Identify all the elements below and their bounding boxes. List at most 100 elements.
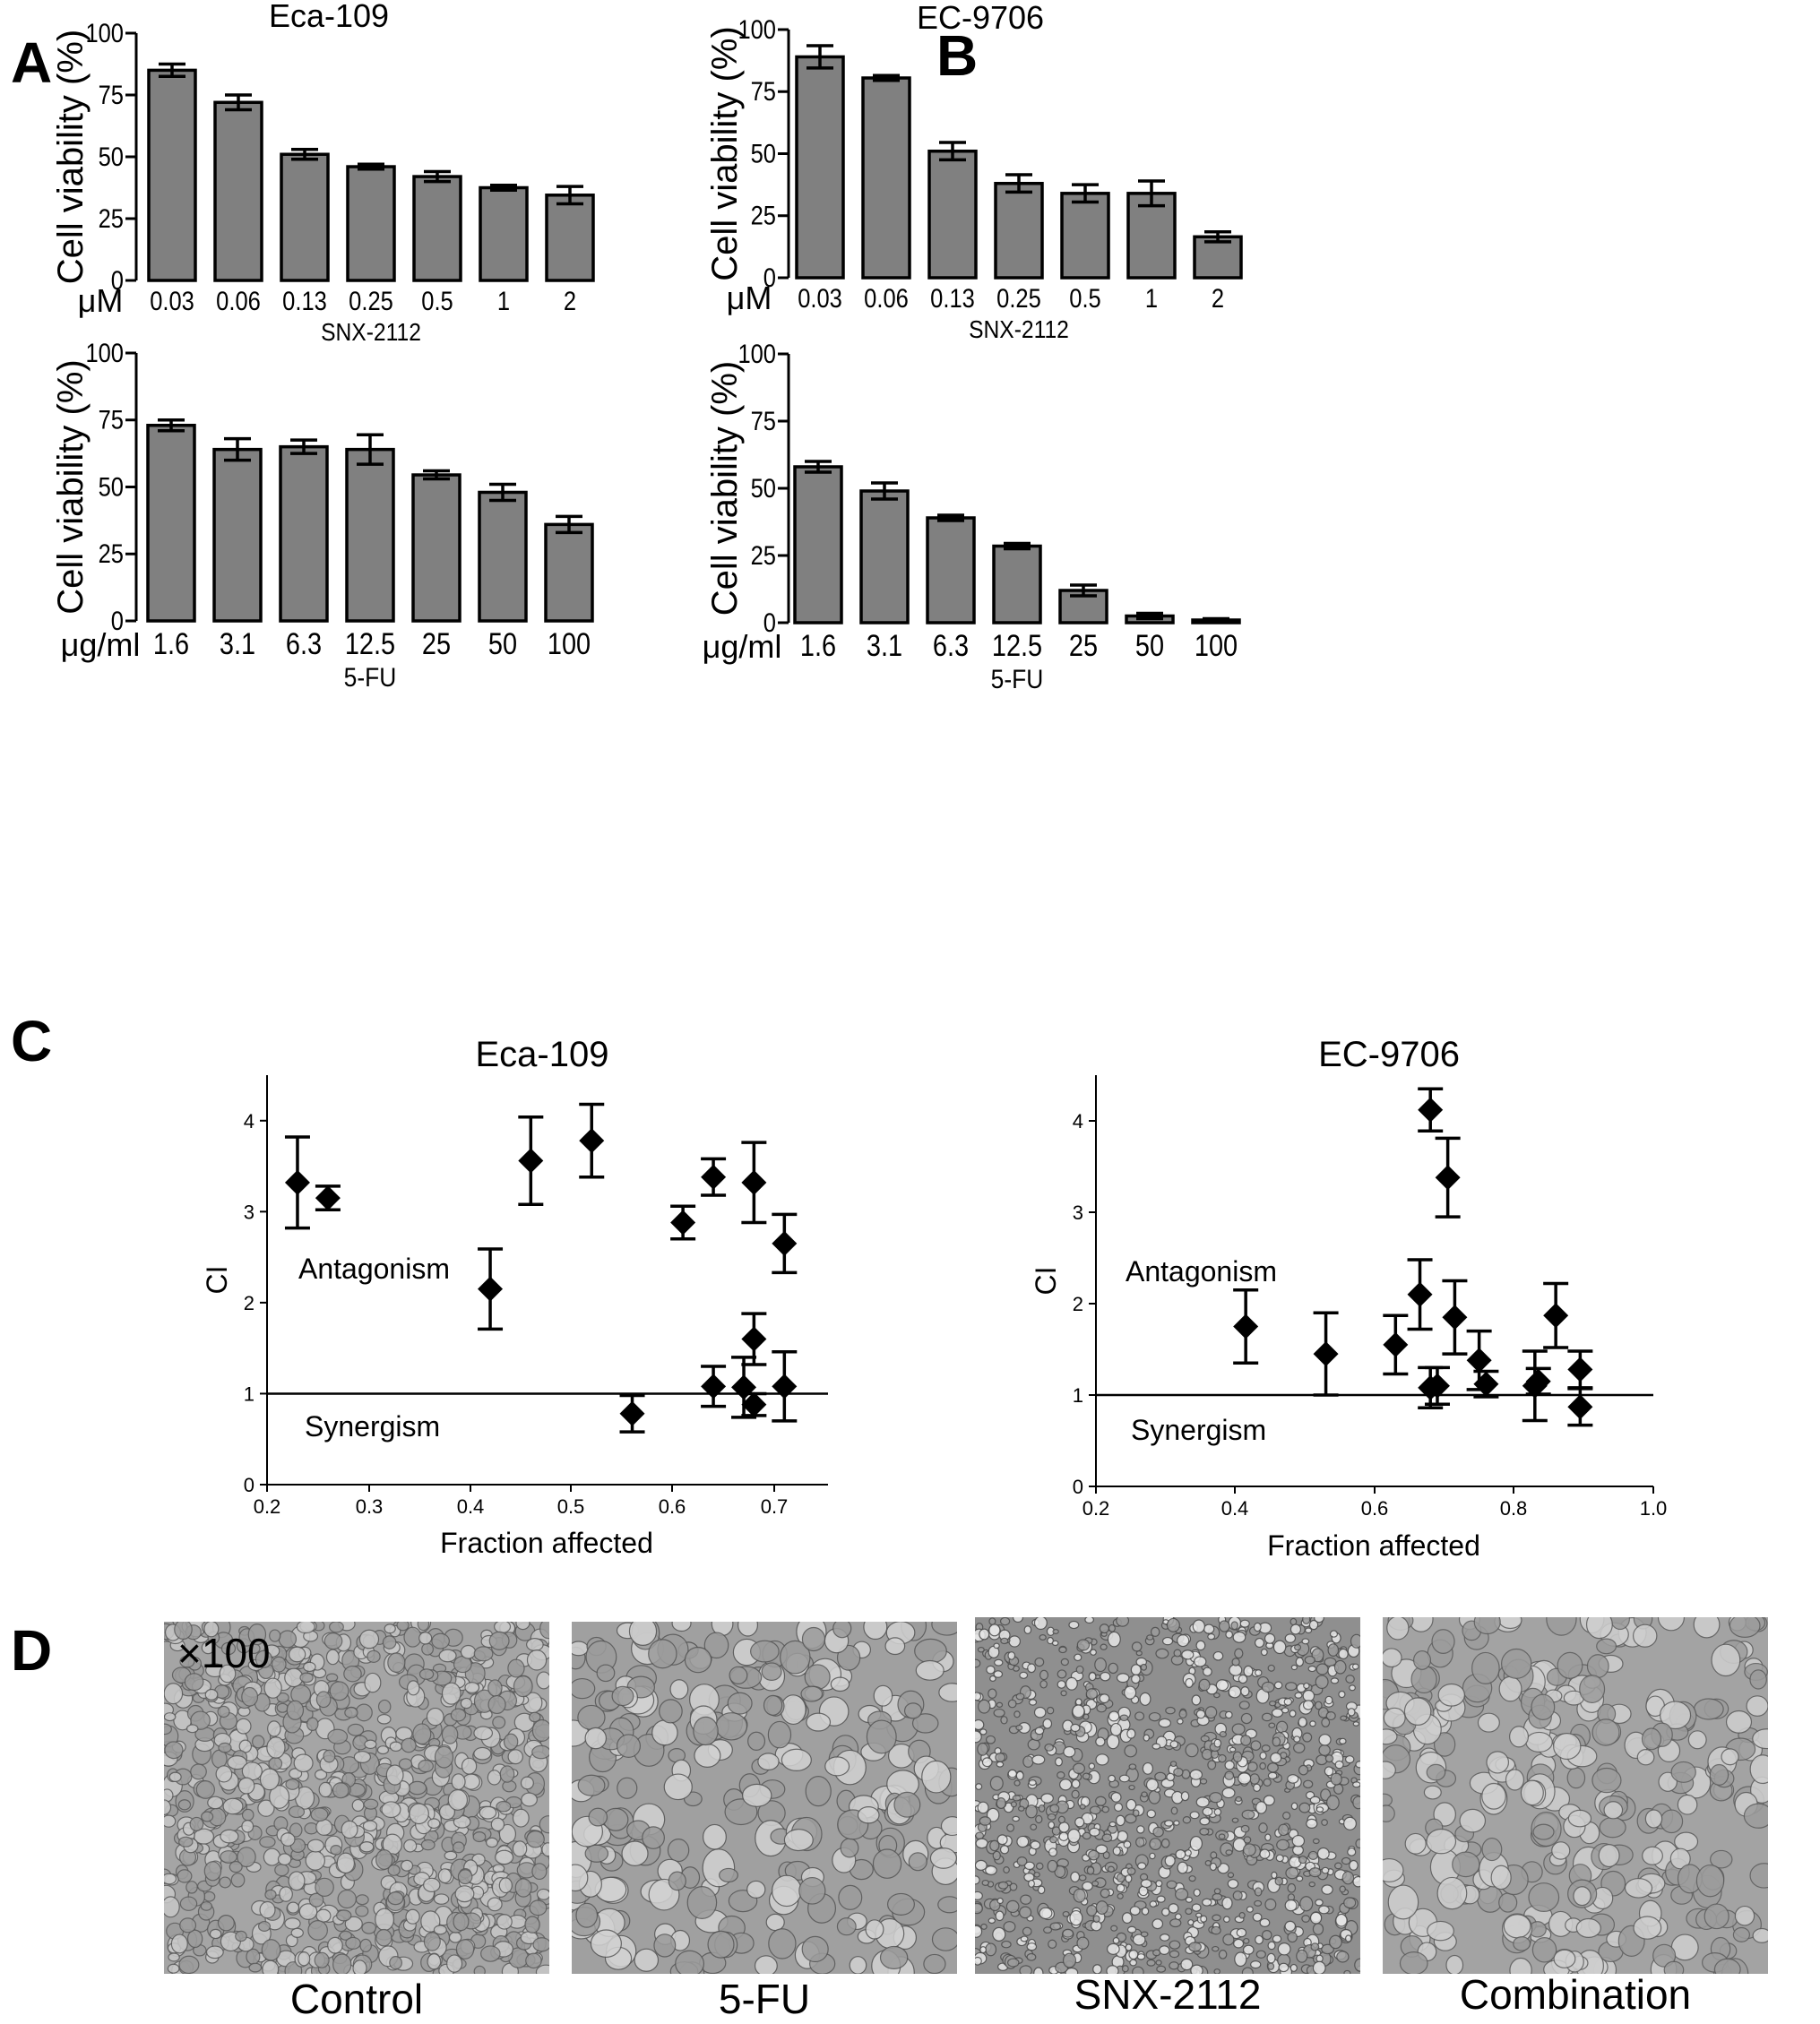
magnification-label: ×100 bbox=[177, 1630, 271, 1676]
micrograph-control-image bbox=[164, 1622, 549, 1974]
chart-C-left: Eca-109 0 1 2 3 4 0.2 0.3 0.4 0.5 0.6 0.7 Fraction a… bbox=[201, 1035, 828, 1559]
error-bar bbox=[871, 481, 898, 501]
bar bbox=[1060, 192, 1110, 280]
x-tick-label: 3.1 bbox=[867, 628, 902, 663]
x-tick-label: 1.6 bbox=[153, 626, 189, 661]
y-tick-label: 100 bbox=[737, 339, 776, 368]
error-bar bbox=[939, 141, 966, 162]
x-tick-label: 25 bbox=[422, 626, 451, 661]
x-tick-label: 12.5 bbox=[345, 626, 395, 661]
x-tick-label: 0.06 bbox=[216, 286, 261, 315]
y-tick-label: 1 bbox=[1073, 1384, 1083, 1407]
x-tick-label: 1.0 bbox=[1640, 1497, 1668, 1520]
data-point bbox=[579, 1128, 605, 1154]
data-point bbox=[670, 1210, 696, 1236]
x-tick-label: 0.2 bbox=[1083, 1497, 1110, 1520]
y-tick-label: 75 bbox=[99, 80, 124, 109]
data-point bbox=[701, 1164, 727, 1190]
y-tick-label: 0 bbox=[763, 263, 776, 292]
y-tick-label: 25 bbox=[99, 203, 124, 233]
x-tick-label: 0.13 bbox=[930, 283, 975, 313]
error-bar bbox=[1072, 183, 1099, 204]
error-bar bbox=[1136, 611, 1163, 621]
error-bar bbox=[423, 469, 450, 481]
bar bbox=[479, 185, 529, 282]
chart-C-right: EC-9706 0 1 2 3 4 0.2 0.4 0.6 0.8 1.0 Fraction affe… bbox=[1030, 1035, 1667, 1562]
y-tick-label: 3 bbox=[244, 1201, 254, 1223]
chart-A-top: Eca-109 0.03 0.06 0.13 0.25 0.5 1 2 0 25 50 75 100Ce… bbox=[51, 0, 595, 346]
bar bbox=[861, 76, 911, 280]
data-point bbox=[1567, 1357, 1593, 1382]
data-point bbox=[284, 1169, 310, 1195]
y-tick-label: 1 bbox=[244, 1382, 254, 1405]
y-tick-label: 25 bbox=[751, 540, 776, 570]
panel-label-b: B bbox=[936, 23, 979, 88]
bar bbox=[478, 490, 528, 623]
data-point bbox=[1313, 1341, 1339, 1367]
x-tick-label: 1 bbox=[497, 286, 510, 315]
x-tick-label: 0.2 bbox=[254, 1495, 281, 1518]
panel-label-a: A bbox=[11, 30, 53, 95]
x-axis-label: SNX-2112 bbox=[969, 315, 1069, 344]
error-bar bbox=[358, 162, 384, 171]
x-tick-label: 50 bbox=[1135, 628, 1164, 663]
x-tick-label: 2 bbox=[1212, 283, 1224, 313]
data-point bbox=[1418, 1097, 1444, 1123]
y-axis-label: Cell viability (%) bbox=[705, 361, 745, 616]
y-tick-label: 0 bbox=[1073, 1476, 1083, 1498]
x-tick-label: 0.03 bbox=[150, 286, 194, 315]
chart-B-top: EC-9706 0.03 0.06 0.13 0.25 0.5 1 2 0 25 50 75 100Ce… bbox=[705, 0, 1243, 344]
bar bbox=[346, 165, 396, 282]
micrograph-5fu bbox=[572, 1622, 957, 1974]
data-point bbox=[1233, 1313, 1259, 1339]
error-bar bbox=[357, 433, 384, 466]
data-point bbox=[1543, 1303, 1569, 1329]
y-tick-label: 0 bbox=[111, 606, 124, 635]
chart-title: EC-9706 bbox=[1318, 1035, 1460, 1074]
x-tick-label: 0.5 bbox=[1069, 283, 1100, 313]
x-tick-label: 0.4 bbox=[457, 1495, 485, 1518]
y-tick-label: 4 bbox=[1073, 1110, 1083, 1133]
data-point bbox=[701, 1374, 727, 1400]
micrograph-control bbox=[164, 1622, 549, 1974]
data-point bbox=[772, 1374, 798, 1400]
y-tick-label: 0 bbox=[763, 607, 776, 637]
y-tick-label: 25 bbox=[751, 201, 776, 230]
x-tick-label: 6.3 bbox=[286, 626, 322, 661]
data-point bbox=[518, 1148, 544, 1174]
data-point bbox=[1424, 1373, 1450, 1399]
error-bar bbox=[1203, 616, 1229, 624]
panel-label-d: D bbox=[11, 1618, 53, 1683]
y-tick-label: 75 bbox=[751, 76, 776, 106]
x-tick-label: 6.3 bbox=[933, 628, 969, 663]
bar bbox=[412, 175, 462, 282]
x-tick-label: 1.6 bbox=[800, 628, 836, 663]
caption-5fu: 5-FU bbox=[718, 1976, 811, 2022]
x-tick-label: 0.4 bbox=[1221, 1497, 1249, 1520]
y-axis-label: CI bbox=[1030, 1267, 1062, 1296]
error-bar bbox=[224, 436, 251, 462]
error-bar bbox=[1138, 179, 1165, 208]
x-tick-label: 100 bbox=[548, 626, 591, 661]
y-tick-label: 2 bbox=[1073, 1293, 1083, 1315]
data-point bbox=[1383, 1331, 1409, 1357]
bar bbox=[345, 447, 395, 623]
bar bbox=[411, 473, 461, 623]
data-point bbox=[1525, 1368, 1551, 1394]
x-tick-label: 0.5 bbox=[421, 286, 453, 315]
caption-control: Control bbox=[289, 1976, 424, 2022]
micrograph-snx2112-image bbox=[975, 1617, 1360, 1974]
bar bbox=[280, 152, 330, 282]
data-point bbox=[315, 1185, 341, 1211]
error-bar bbox=[159, 62, 185, 79]
y-tick-label: 50 bbox=[99, 142, 124, 171]
data-point bbox=[1567, 1394, 1593, 1420]
y-tick-label: 3 bbox=[1073, 1201, 1083, 1224]
x-tick-label: 0.13 bbox=[282, 286, 327, 315]
chart-title: EC-9706 bbox=[917, 0, 1044, 36]
error-bar bbox=[806, 44, 833, 70]
y-tick-label: 50 bbox=[751, 139, 776, 168]
error-bar bbox=[873, 73, 900, 82]
